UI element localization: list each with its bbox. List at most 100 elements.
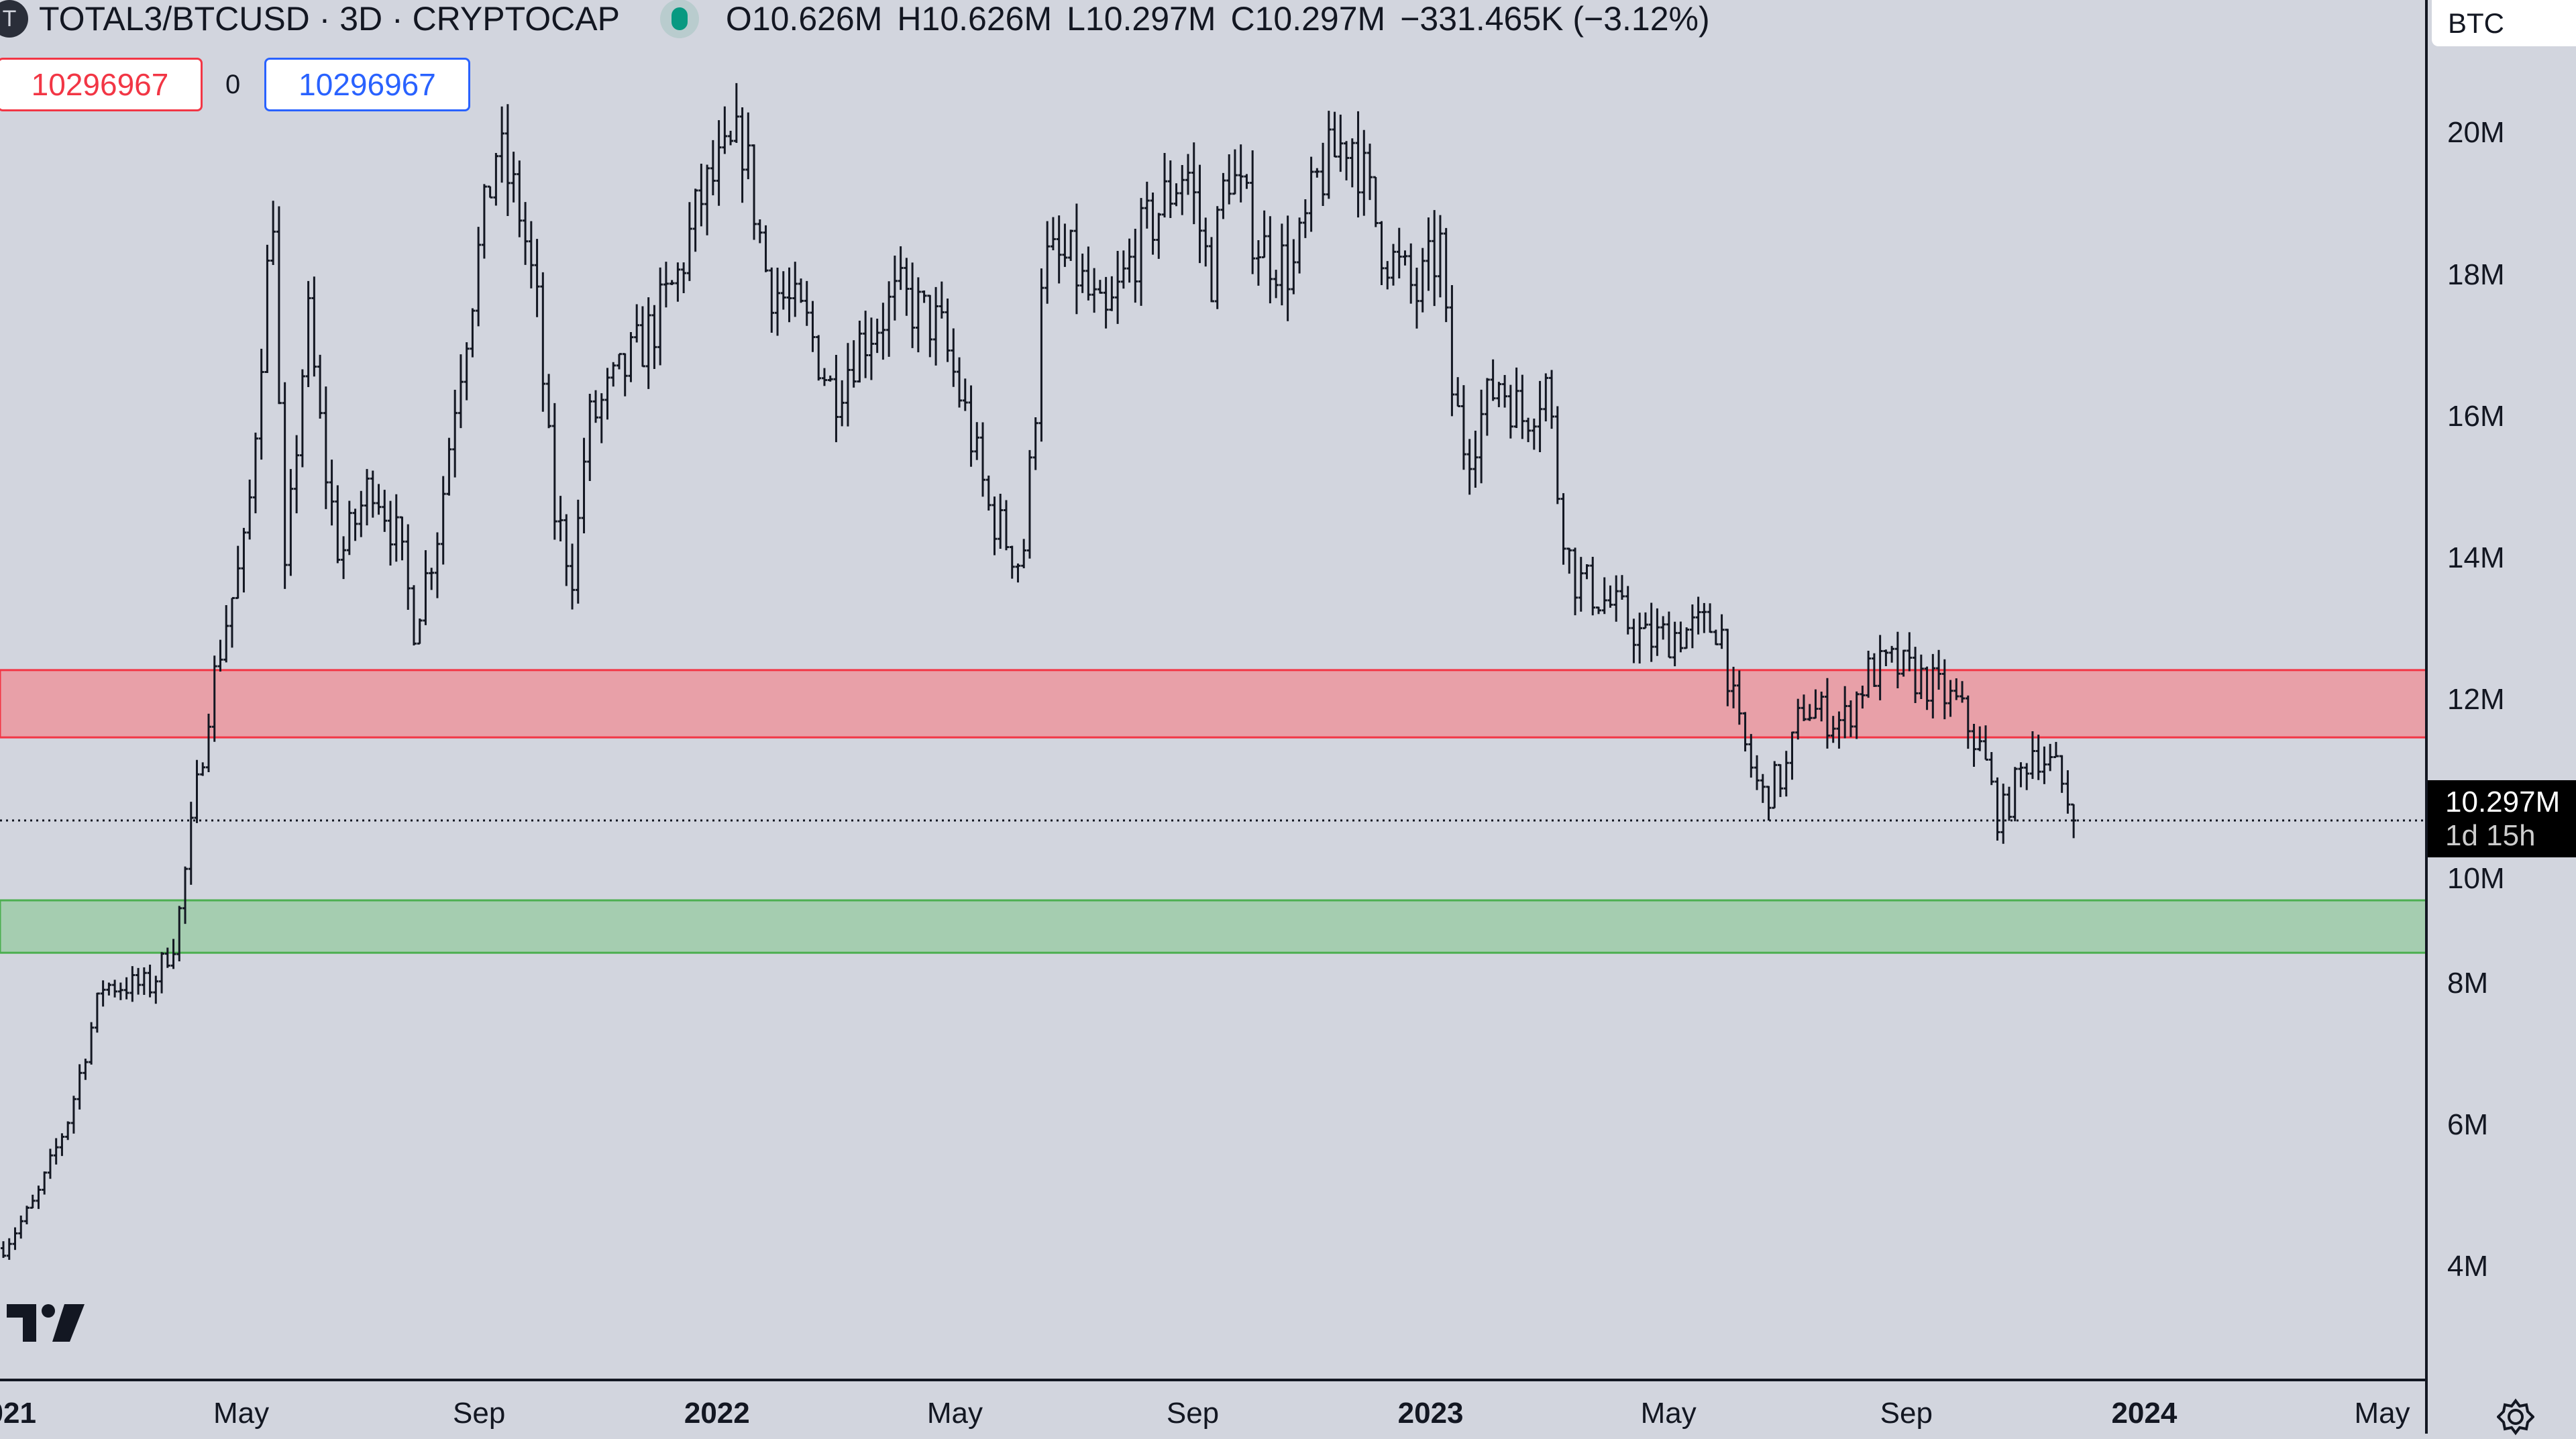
ohlc-bar — [247, 479, 253, 540]
support-zone[interactable] — [0, 899, 2428, 954]
ohlc-bar — [657, 267, 663, 366]
market-status-icon[interactable] — [659, 0, 699, 38]
ohlc-bar — [335, 485, 341, 564]
ohlc-bar — [739, 107, 745, 203]
ohlc-bar — [792, 262, 798, 317]
ohlc-bar — [1513, 367, 1519, 428]
ohlc-bar — [1900, 649, 1907, 677]
ohlc-bar — [1537, 380, 1543, 453]
ohlc-bar — [1519, 374, 1525, 439]
ohlc-low: L10.297M — [1067, 0, 1216, 38]
ohlc-bar — [182, 866, 189, 924]
ohlc-bar — [951, 328, 957, 387]
ohlc-bar — [1666, 611, 1672, 659]
ohlc-bar — [851, 340, 857, 388]
ohlc-bar — [470, 308, 476, 358]
ohlc-bar — [1126, 238, 1132, 283]
ohlc-bar — [1490, 359, 1496, 401]
ohlc-bar — [217, 639, 223, 672]
price-tick-label: 4M — [2447, 1250, 2489, 1283]
ohlc-bar — [1637, 612, 1643, 663]
ohlc-bar — [276, 206, 282, 405]
ohlc-bar — [985, 475, 991, 511]
ohlc-bar — [417, 618, 423, 645]
resistance-zone[interactable] — [0, 669, 2428, 739]
ohlc-bar — [1085, 246, 1091, 301]
ohlc-bar — [1091, 268, 1097, 313]
sell-button[interactable]: 10296967 — [0, 58, 203, 111]
tradingview-logo-icon[interactable] — [7, 1301, 87, 1352]
ohlc-bar — [1877, 635, 1883, 700]
ohlc-bar — [1584, 564, 1590, 580]
ohlc-bar — [1924, 666, 1930, 710]
ohlc-bar — [857, 321, 863, 383]
ohlc-bar — [1214, 206, 1220, 309]
ohlc-bar — [1713, 629, 1719, 645]
time-tick-label: 2021 — [0, 1397, 36, 1430]
ohlc-bar — [1173, 183, 1179, 207]
ohlc-bar — [1830, 716, 1836, 743]
ohlc-bar — [358, 490, 364, 537]
ohlc-bar — [634, 304, 640, 343]
ohlc-bar — [962, 378, 968, 411]
ohlc-bar — [100, 980, 106, 1007]
ohlc-bar — [1860, 686, 1866, 709]
ohlc-bar — [6, 1238, 12, 1260]
ohlc-open: O10.626M — [725, 0, 883, 38]
ohlc-bar — [2059, 755, 2065, 793]
ohlc-bar — [200, 762, 206, 776]
ohlc-bar — [1707, 603, 1713, 633]
time-tick-label: May — [1640, 1397, 1697, 1430]
ohlc-bar — [1472, 430, 1479, 488]
ohlc-bar — [282, 382, 288, 589]
ohlc-bar — [651, 305, 657, 370]
ohlc-bar — [2018, 762, 2024, 788]
ohlc-bar — [1, 1241, 6, 1259]
ohlc-bar — [1983, 725, 1988, 761]
ohlc-bar — [2000, 784, 2006, 844]
buy-button[interactable]: 10296967 — [264, 58, 470, 111]
currency-selector[interactable]: BTC — [2432, 0, 2576, 46]
ohlc-bar — [499, 106, 505, 183]
ohlc-bar — [1344, 141, 1350, 180]
ohlc-bar — [1801, 694, 1807, 721]
ohlc-bar — [42, 1171, 48, 1195]
ohlc-bar — [1073, 203, 1079, 315]
ohlc-bar — [786, 267, 792, 323]
ohlc-bar — [1097, 280, 1103, 294]
ohlc-bar — [429, 568, 435, 590]
ohlc-bar — [1613, 575, 1619, 622]
ohlc-close: C10.297M — [1230, 0, 1386, 38]
ohlc-bar — [1847, 700, 1854, 737]
ohlc-high: H10.626M — [897, 0, 1053, 38]
settings-gear-icon[interactable] — [2496, 1398, 2535, 1439]
ohlc-bar — [710, 140, 716, 196]
symbol-title[interactable]: TOTAL3/BTCUSD · 3D · CRYPTOCAP — [39, 0, 620, 38]
ohlc-bar — [804, 280, 810, 326]
ohlc-bar — [70, 1096, 76, 1134]
ohlc-bar — [1507, 384, 1513, 439]
ohlc-bar — [1601, 577, 1607, 615]
ohlc-bar — [1479, 389, 1485, 484]
ohlc-bar — [1144, 181, 1150, 229]
ohlc-bar — [164, 947, 170, 968]
ohlc-bar — [1056, 215, 1062, 284]
ohlc-bar — [1044, 221, 1051, 304]
ohlc-bar — [551, 403, 557, 540]
ohlc-bar — [1355, 111, 1361, 218]
ohlc-bar — [1549, 370, 1555, 429]
ohlc-bar — [598, 393, 604, 443]
ohlc-bar — [511, 152, 517, 203]
ohlc-bar — [1460, 385, 1466, 470]
ohlc-bar — [1396, 227, 1402, 279]
ohlc-bar — [1068, 229, 1074, 261]
ohlc-bar — [821, 368, 827, 386]
price-tick-label: 18M — [2447, 258, 2505, 291]
ohlc-bar — [1385, 261, 1391, 290]
ohlc-bar — [1162, 152, 1168, 218]
ohlc-bar — [1778, 763, 1784, 798]
price-tick-label: 16M — [2447, 399, 2505, 433]
ohlc-bar — [1484, 378, 1490, 436]
ohlc-bar — [927, 295, 933, 358]
